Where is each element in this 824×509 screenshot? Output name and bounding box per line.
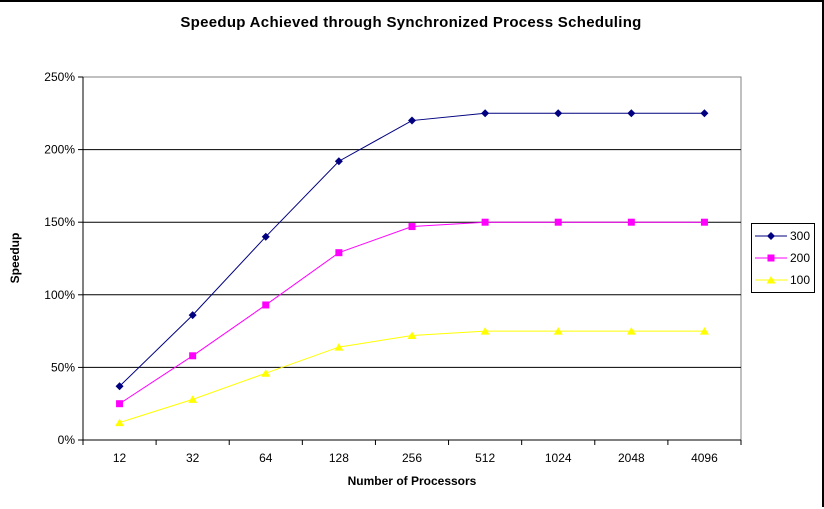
legend-swatch-marker: [767, 254, 775, 262]
x-tick-label: 64: [259, 451, 273, 465]
series-marker-200: [116, 400, 124, 408]
y-tick-label: 0%: [58, 433, 76, 447]
y-tick-label: 150%: [44, 215, 75, 229]
legend: 300 200 100: [751, 223, 815, 293]
legend-label: 100: [790, 273, 811, 287]
series-marker-200: [554, 218, 562, 226]
legend-label: 300: [790, 229, 811, 243]
x-tick-label: 512: [475, 451, 495, 465]
x-tick-label: 256: [402, 451, 422, 465]
x-tick-label: 12: [113, 451, 127, 465]
series-marker-300: [261, 232, 270, 241]
chart-title: Speedup Achieved through Synchronized Pr…: [180, 14, 642, 31]
series-marker-300: [700, 109, 709, 118]
x-tick-label: 128: [329, 451, 349, 465]
x-tick-label: 32: [186, 451, 200, 465]
series-marker-100: [188, 395, 198, 403]
series-marker-100: [115, 418, 125, 427]
y-tick-label: 250%: [44, 70, 75, 84]
legend-item-300: 300: [752, 225, 814, 247]
legend-item-100: 100: [752, 269, 814, 291]
series-marker-300: [188, 311, 197, 320]
series-marker-300: [554, 109, 563, 118]
series-marker-100: [407, 331, 417, 339]
series-marker-100: [480, 327, 490, 335]
y-tick-label: 50%: [51, 360, 75, 374]
x-tick-label: 1024: [545, 451, 572, 465]
series-marker-200: [627, 218, 635, 226]
series-marker-100: [334, 343, 344, 351]
series-marker-200: [262, 301, 270, 309]
legend-swatch-marker: [766, 276, 776, 284]
legend-item-200: 200: [752, 247, 814, 269]
legend-square-icon: [755, 254, 787, 262]
series-marker-200: [481, 218, 489, 226]
series-marker-100: [626, 327, 636, 335]
y-tick-label: 200%: [44, 143, 75, 157]
series-marker-200: [335, 249, 343, 257]
legend-triangle-icon: [755, 276, 787, 284]
series-line-200: [119, 221, 705, 405]
legend-diamond-icon: [755, 232, 787, 240]
y-tick-label: 100%: [44, 288, 75, 302]
x-tick-label: 2048: [618, 451, 645, 465]
series-marker-300: [481, 109, 490, 118]
series-marker-300: [115, 382, 124, 391]
x-tick-label: 4096: [691, 451, 718, 465]
series-marker-200: [700, 218, 708, 226]
series-marker-100: [553, 327, 563, 335]
plot-border: [82, 76, 742, 441]
x-axis-title: Number of Processors: [347, 474, 477, 488]
legend-label: 200: [790, 251, 811, 265]
series-line-100: [119, 330, 705, 424]
series-marker-100: [261, 369, 271, 377]
legend-swatch-marker: [767, 232, 775, 240]
series-marker-200: [189, 352, 197, 360]
series-marker-300: [627, 109, 636, 118]
series-marker-200: [408, 223, 416, 231]
series-marker-100: [699, 327, 709, 335]
series-marker-300: [408, 116, 416, 125]
series-marker-300: [334, 157, 343, 166]
